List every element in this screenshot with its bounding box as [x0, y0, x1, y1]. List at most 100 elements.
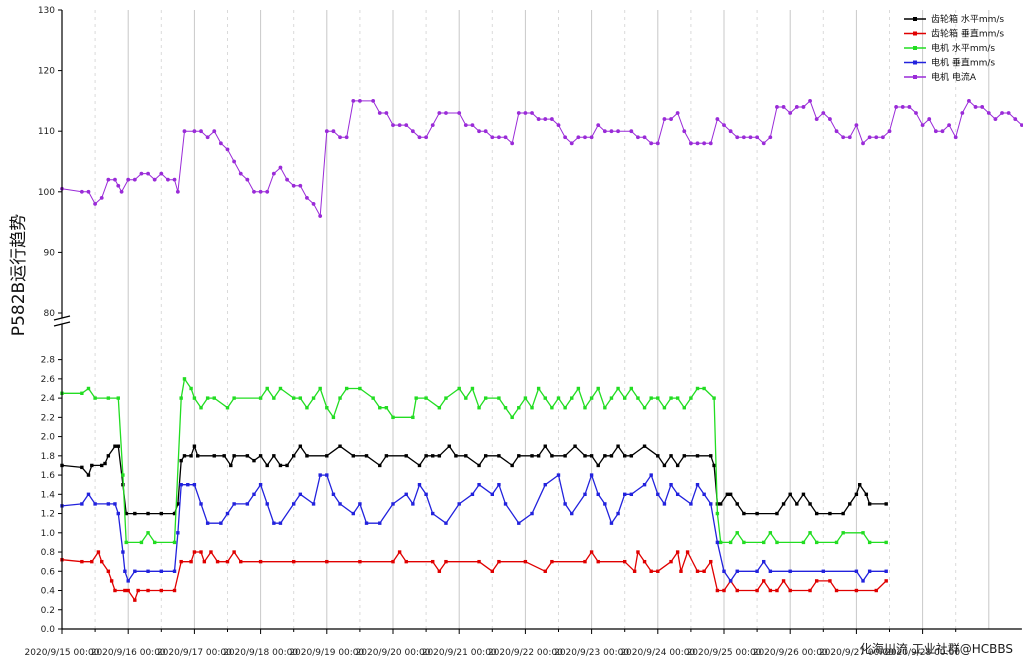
- data-point: [272, 454, 276, 458]
- data-point: [477, 559, 481, 564]
- data-point: [186, 482, 190, 487]
- data-point: [364, 521, 369, 525]
- data-point: [884, 540, 888, 545]
- data-point: [623, 396, 627, 400]
- data-point: [536, 454, 541, 458]
- data-point: [1020, 123, 1023, 128]
- legend-marker: [913, 46, 917, 50]
- data-point: [100, 559, 104, 564]
- data-point: [457, 386, 461, 391]
- data-point: [93, 502, 97, 506]
- data-point: [695, 569, 700, 573]
- series-2: [60, 550, 888, 602]
- data-point: [596, 123, 601, 128]
- data-point: [708, 141, 713, 146]
- data-point: [556, 123, 561, 128]
- data-point: [497, 396, 501, 400]
- data-point: [549, 117, 554, 121]
- data-point: [841, 511, 845, 516]
- data-point: [847, 135, 852, 140]
- data-point: [252, 189, 256, 194]
- data-point: [411, 502, 415, 506]
- data-point: [775, 588, 779, 593]
- data-point: [814, 117, 819, 121]
- data-point: [196, 454, 200, 458]
- data-point: [202, 559, 207, 564]
- data-point: [656, 569, 660, 573]
- data-point: [464, 454, 468, 458]
- data-point: [602, 129, 607, 134]
- data-point: [570, 511, 574, 516]
- data-point: [338, 502, 342, 506]
- data-point: [742, 511, 746, 516]
- y-upper-tick-label: 130: [38, 6, 55, 16]
- data-point: [718, 540, 723, 545]
- series-line: [61, 100, 1023, 217]
- x-tick-label: 2020/9/25 00:00: [687, 648, 762, 658]
- data-point: [510, 463, 514, 468]
- data-point: [318, 473, 322, 477]
- data-point: [457, 111, 462, 115]
- data-point: [735, 531, 739, 535]
- y-lower-tick-label: 2.0: [41, 433, 56, 443]
- data-point: [543, 482, 547, 487]
- data-point: [563, 502, 567, 506]
- data-point: [311, 202, 316, 206]
- data-point: [80, 559, 84, 564]
- data-point: [894, 105, 899, 109]
- data-point: [543, 569, 547, 573]
- data-point: [192, 482, 197, 487]
- data-point: [258, 189, 263, 194]
- x-tick-label: 2020/9/23 00:00: [554, 648, 629, 658]
- data-point: [378, 463, 382, 468]
- data-point: [768, 135, 773, 140]
- data-point: [735, 135, 740, 140]
- data-point: [351, 511, 355, 516]
- data-point: [338, 396, 342, 400]
- data-point: [742, 540, 746, 545]
- data-point: [543, 117, 548, 121]
- data-point: [447, 444, 451, 448]
- data-point: [285, 463, 289, 468]
- data-point: [603, 454, 607, 458]
- data-point: [192, 396, 197, 400]
- data-point: [801, 540, 806, 545]
- data-point: [126, 579, 130, 583]
- data-point: [775, 511, 779, 516]
- data-point: [662, 463, 667, 468]
- x-tick-label: 2020/9/16 00:00: [91, 648, 166, 658]
- data-point: [629, 492, 634, 497]
- data-point: [292, 454, 296, 458]
- data-point: [583, 454, 587, 458]
- data-point: [245, 177, 250, 182]
- data-point: [252, 492, 256, 497]
- data-point: [179, 396, 183, 400]
- data-point: [464, 396, 468, 400]
- data-point: [93, 396, 97, 400]
- data-point: [695, 386, 700, 391]
- data-point: [305, 406, 309, 410]
- data-point: [410, 129, 415, 134]
- data-point: [490, 135, 495, 140]
- data-point: [536, 386, 541, 391]
- data-point: [828, 117, 832, 121]
- legend-marker: [913, 17, 917, 21]
- data-point: [794, 105, 799, 109]
- data-point: [146, 588, 150, 593]
- data-point: [258, 482, 263, 487]
- data-point: [536, 117, 541, 121]
- data-point: [808, 588, 812, 593]
- data-point: [669, 482, 673, 487]
- y-upper-tick-label: 80: [44, 309, 56, 319]
- data-point: [702, 492, 706, 497]
- data-point: [113, 177, 117, 182]
- data-point: [397, 550, 402, 554]
- data-point: [748, 135, 753, 140]
- data-point: [152, 177, 157, 182]
- data-point: [768, 569, 773, 573]
- data-point: [265, 502, 269, 506]
- data-point: [576, 386, 581, 391]
- data-point: [814, 540, 819, 545]
- data-point: [530, 111, 534, 115]
- data-point: [655, 141, 660, 146]
